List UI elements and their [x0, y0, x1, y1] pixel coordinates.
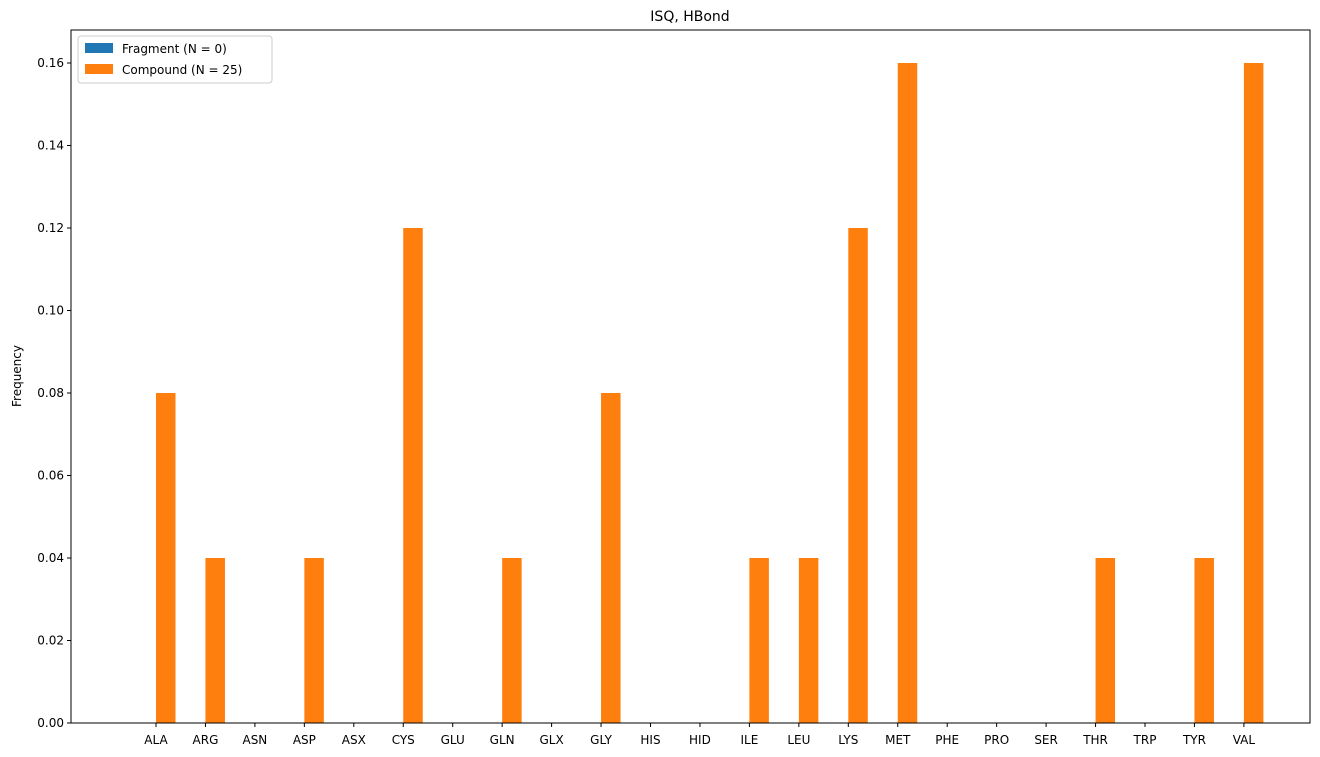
compound-bar-gln	[502, 558, 522, 723]
compound-bar-asp	[304, 558, 324, 723]
compound-bar-gly	[601, 393, 621, 723]
x-tick-label: TYR	[1182, 733, 1206, 747]
x-tick-label: LEU	[787, 733, 810, 747]
x-tick-label: CYS	[392, 733, 415, 747]
x-tick-label: GLX	[539, 733, 563, 747]
compound-bar-ala	[156, 393, 176, 723]
legend-swatch-fragment	[85, 43, 113, 53]
x-tick-label: PHE	[935, 733, 959, 747]
x-tick-label: LYS	[838, 733, 858, 747]
y-axis-label: Frequency	[10, 345, 24, 407]
plot-frame	[70, 29, 1311, 724]
y-tick-label: 0.02	[37, 634, 64, 648]
bars-group	[156, 63, 1264, 723]
y-axis-ticks: 0.00 0.02 0.04 0.06 0.08 0.10 0.12 0.14 0.16	[37, 56, 71, 730]
compound-bar-arg	[205, 558, 225, 723]
x-tick-label: PRO	[984, 733, 1009, 747]
y-tick-label: 0.10	[37, 304, 64, 318]
legend-label-compound: Compound (N = 25)	[122, 63, 242, 77]
y-tick-label: 0.14	[37, 139, 64, 153]
y-tick-label: 0.04	[37, 551, 64, 565]
x-tick-label: ILE	[740, 733, 758, 747]
x-tick-label: ALA	[144, 733, 168, 747]
y-tick-label: 0.08	[37, 386, 64, 400]
x-tick-label: ASX	[342, 733, 366, 747]
legend-label-fragment: Fragment (N = 0)	[122, 42, 227, 56]
x-tick-label: MET	[885, 733, 911, 747]
compound-bar-met	[897, 63, 918, 723]
x-tick-label: GLU	[441, 733, 465, 747]
y-tick-label: 0.16	[37, 56, 64, 70]
x-tick-label: HID	[689, 733, 711, 747]
x-tick-label: ARG	[193, 733, 219, 747]
x-tick-label: GLY	[590, 733, 612, 747]
x-tick-label: SER	[1034, 733, 1058, 747]
compound-bar-ile	[749, 558, 769, 723]
x-tick-label: ASP	[293, 733, 316, 747]
x-tick-label: VAL	[1233, 733, 1256, 747]
legend: Fragment (N = 0) Compound (N = 25)	[77, 35, 273, 84]
x-tick-label: TRP	[1133, 733, 1157, 747]
compound-bar-val	[1243, 63, 1264, 723]
legend-swatch-compound	[85, 64, 113, 74]
x-tick-label: HIS	[640, 733, 660, 747]
x-tick-label: THR	[1082, 733, 1108, 747]
x-axis-ticks: ALA ARG ASN ASP ASX CYS GLU GLN GLX GLY HIS HID ILE L…	[144, 723, 1255, 747]
x-tick-label: GLN	[490, 733, 515, 747]
x-tick-label: ASN	[242, 733, 267, 747]
compound-bar-tyr	[1194, 558, 1214, 723]
y-tick-label: 0.12	[37, 221, 64, 235]
compound-bar-thr	[1095, 558, 1116, 723]
legend-box	[77, 35, 273, 84]
y-tick-label: 0.00	[37, 716, 64, 730]
chart-title: ISQ, HBond	[650, 9, 729, 25]
compound-bar-leu	[798, 558, 819, 723]
y-tick-label: 0.06	[37, 469, 64, 483]
compound-bar-cys	[403, 228, 423, 723]
compound-bar-lys	[848, 228, 868, 723]
